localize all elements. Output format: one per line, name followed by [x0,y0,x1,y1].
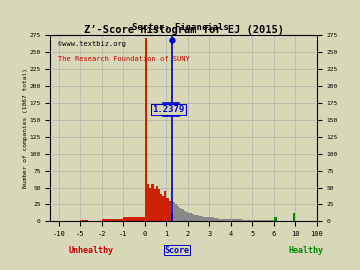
Bar [242,220,252,221]
Bar [231,219,242,221]
Text: Score: Score [165,246,190,255]
Bar [210,217,214,221]
Bar [194,215,197,221]
Bar [190,213,192,221]
Bar [207,217,210,221]
Bar [164,191,166,221]
Bar [81,220,87,221]
Bar [274,217,276,221]
Bar [184,211,186,221]
Bar [166,198,168,221]
Y-axis label: Number of companies (1067 total): Number of companies (1067 total) [23,68,28,188]
Bar [186,212,188,221]
Bar [149,188,151,221]
Text: Unhealthy: Unhealthy [69,246,114,255]
Bar [263,220,274,221]
Text: 1.2379: 1.2379 [152,105,185,114]
Bar [203,217,205,221]
Bar [123,217,145,221]
Bar [226,219,231,221]
Bar [151,184,153,221]
Text: Sector: Financials: Sector: Financials [132,23,228,32]
Bar [201,216,203,221]
Bar [153,189,156,221]
Bar [214,218,218,221]
Text: Healthy: Healthy [289,246,324,255]
Bar [181,209,184,221]
Bar [252,220,263,221]
Bar [175,204,177,221]
Bar [145,39,147,221]
Bar [162,196,164,221]
Bar [188,212,190,221]
Bar [199,216,201,221]
Bar [205,217,207,221]
Bar [147,184,149,221]
Text: The Research Foundation of SUNY: The Research Foundation of SUNY [58,56,190,62]
Text: ©www.textbiz.org: ©www.textbiz.org [58,41,126,47]
Bar [218,219,222,221]
Bar [158,189,160,221]
Title: Z’-Score Histogram for EJ (2015): Z’-Score Histogram for EJ (2015) [84,25,284,35]
Bar [156,186,158,221]
Bar [197,215,199,221]
Bar [168,201,171,221]
Bar [222,219,226,221]
Bar [293,213,295,221]
Bar [173,202,175,221]
Bar [160,194,162,221]
Bar [179,208,181,221]
Bar [171,213,173,221]
Bar [192,214,194,221]
Bar [102,219,123,221]
Bar [177,207,179,221]
